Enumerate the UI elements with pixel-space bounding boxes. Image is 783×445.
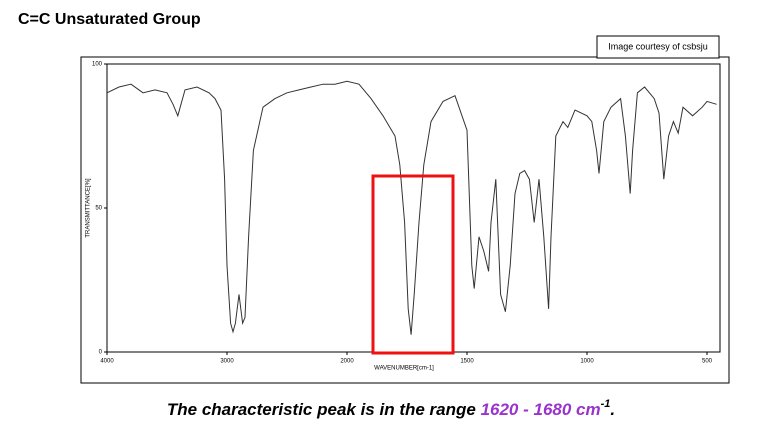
y-tick-label: 100 xyxy=(92,62,103,68)
caption-range: 1620 - 1680 cm xyxy=(481,400,601,419)
x-tick-label: 1000 xyxy=(580,359,594,365)
slide-title: C=C Unsaturated Group xyxy=(18,11,201,28)
y-axis-label: TRANSMITTANCE[%] xyxy=(86,178,92,238)
highlight-box xyxy=(371,174,455,355)
image-frame xyxy=(80,56,730,384)
spectrum-line xyxy=(106,80,717,335)
x-tick-label: 2000 xyxy=(340,359,354,365)
y-tick-label: 50 xyxy=(95,206,102,212)
credit-box xyxy=(596,35,720,59)
x-tick-label: 4000 xyxy=(100,359,114,365)
x-axis-label: WAVENUMBER[cm-1] xyxy=(374,366,434,372)
x-tick-label: 500 xyxy=(702,359,713,365)
caption-text: The characteristic peak is in the range xyxy=(167,400,481,419)
caption-end: . xyxy=(610,400,615,419)
y-tick-label: 0 xyxy=(99,350,103,356)
x-tick-label: 3000 xyxy=(220,359,234,365)
caption-superscript: -1 xyxy=(601,398,611,410)
x-tick-label: 1500 xyxy=(460,359,474,365)
credit: Image courtesy of csbsju xyxy=(608,41,708,51)
caption: The characteristic peak is in the range … xyxy=(167,398,615,420)
plot: 4000 3000 2000 1500 1000 500 0 50 100 WAVENUMBER[… xyxy=(86,62,717,372)
